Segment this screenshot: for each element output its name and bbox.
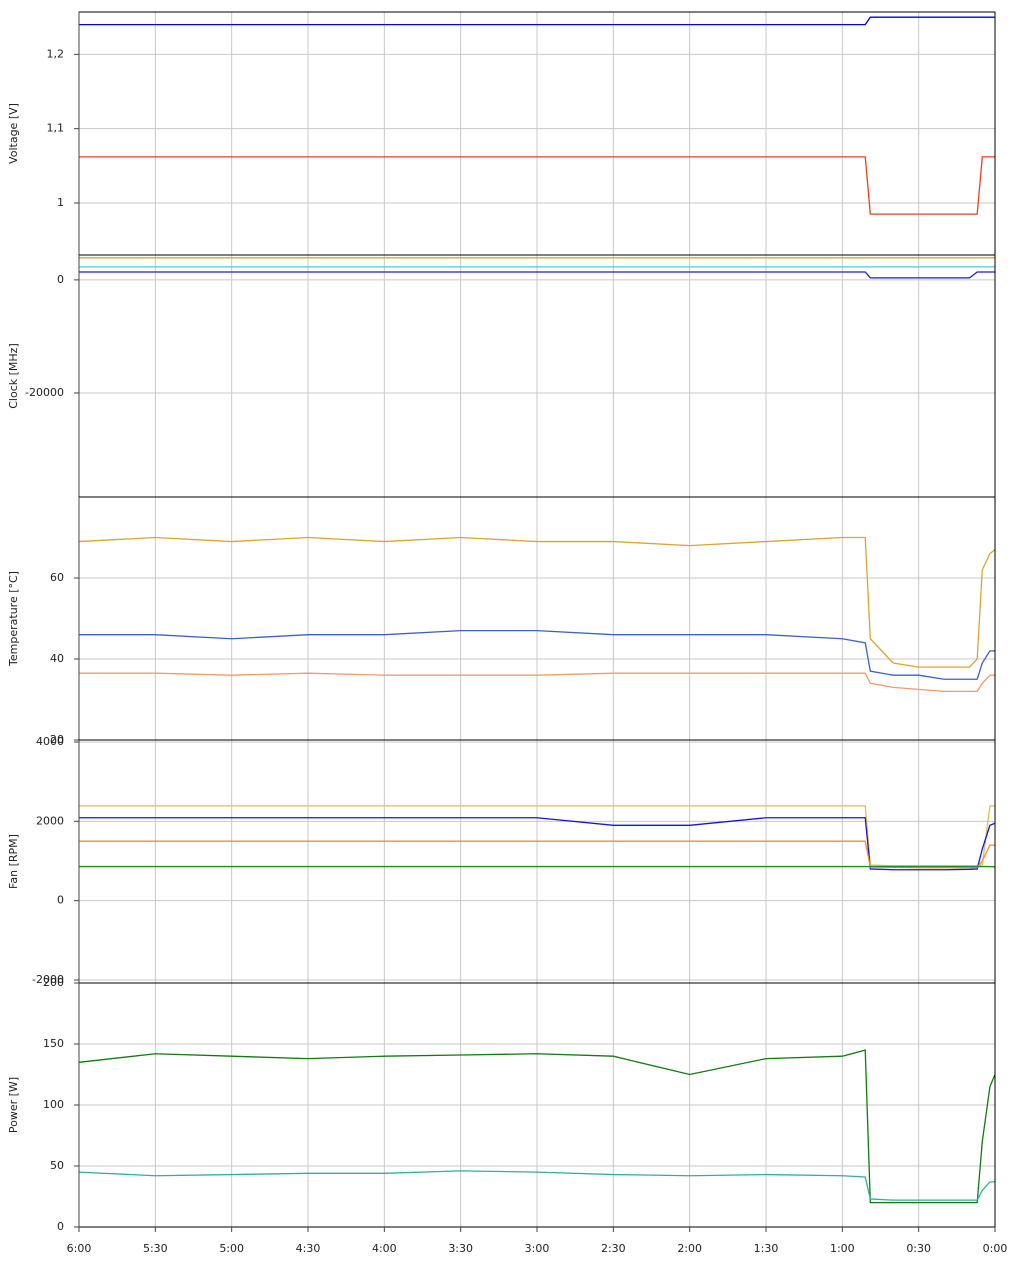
x-tick-label: 4:00 <box>372 1242 397 1255</box>
x-tick-label: 1:30 <box>754 1242 779 1255</box>
y-tick-label: 150 <box>43 1037 64 1050</box>
y-tick-label: 0 <box>57 894 64 907</box>
y-tick-label: 200 <box>43 976 64 989</box>
y-axis-label: Temperature [°C] <box>7 571 20 667</box>
x-tick-label: 0:00 <box>983 1242 1008 1255</box>
y-tick-label: 100 <box>43 1098 64 1111</box>
y-tick-label: 60 <box>50 571 64 584</box>
y-axis-label: Fan [RPM] <box>7 834 20 889</box>
y-tick-label: 50 <box>50 1159 64 1172</box>
x-tick-label: 2:30 <box>601 1242 626 1255</box>
y-tick-label: 0 <box>57 273 64 286</box>
y-axis-label: Clock [MHz] <box>7 343 20 409</box>
x-tick-label: 1:00 <box>830 1242 855 1255</box>
y-tick-label: -20000 <box>25 386 64 399</box>
y-tick-label: 1,1 <box>47 122 65 135</box>
y-tick-label: 40 <box>50 652 64 665</box>
y-axis-label: Power [W] <box>7 1077 20 1133</box>
y-tick-label: 1,2 <box>47 47 65 60</box>
x-tick-label: 5:30 <box>143 1242 168 1255</box>
y-tick-label: 0 <box>57 1220 64 1233</box>
x-tick-label: 3:30 <box>448 1242 473 1255</box>
x-tick-label: 3:00 <box>525 1242 550 1255</box>
y-axis-label: Voltage [V] <box>7 103 20 164</box>
y-tick-label: 2000 <box>36 814 64 827</box>
x-tick-label: 0:30 <box>906 1242 931 1255</box>
x-tick-label: 2:00 <box>677 1242 702 1255</box>
y-tick-label: 1 <box>57 196 64 209</box>
x-tick-label: 4:30 <box>296 1242 321 1255</box>
x-tick-label: 6:00 <box>67 1242 92 1255</box>
y-tick-label: 4000 <box>36 735 64 748</box>
x-tick-label: 5:00 <box>219 1242 244 1255</box>
